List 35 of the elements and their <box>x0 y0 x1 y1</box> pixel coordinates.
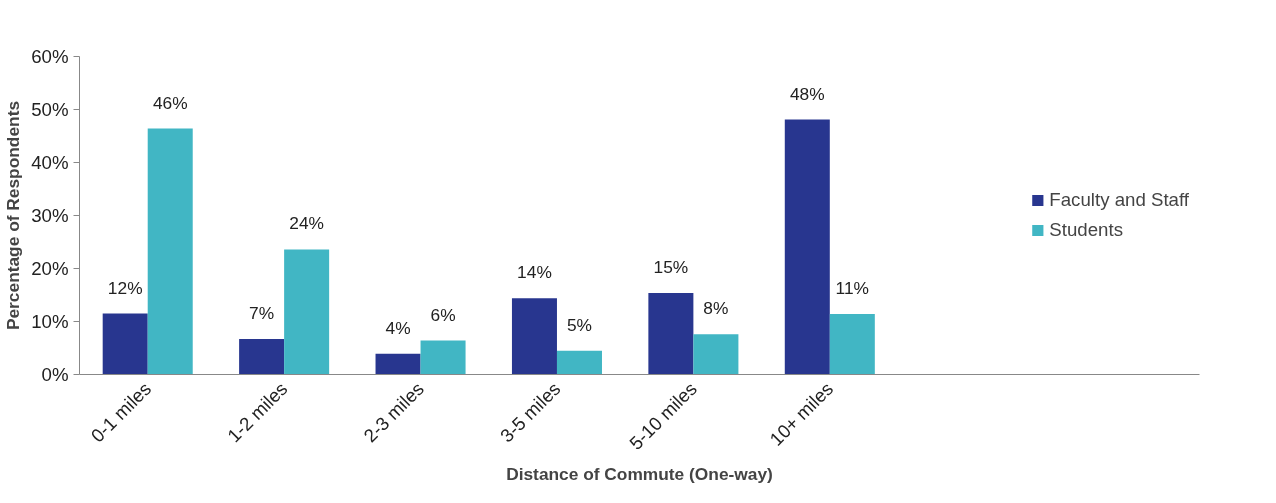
bar <box>239 338 285 375</box>
data-label: 12% <box>107 277 143 298</box>
data-label: 8% <box>703 298 729 319</box>
y-axis-title: Percentage of Respondents <box>3 100 24 331</box>
x-axis-title: Distance of Commute (One-way) <box>506 464 773 485</box>
y-tick-label: 0% <box>41 364 69 385</box>
data-label: 11% <box>835 278 870 299</box>
legend-label: Students <box>1049 219 1123 241</box>
bar <box>648 292 694 375</box>
y-tick-label: 30% <box>31 205 69 226</box>
legend-label: Faculty and Staff <box>1049 189 1189 211</box>
bar <box>693 334 739 375</box>
bar <box>375 353 421 375</box>
y-tick-label: 40% <box>31 152 69 173</box>
data-label: 15% <box>653 256 689 277</box>
data-label: 48% <box>789 83 825 104</box>
data-label: 14% <box>517 262 552 283</box>
y-tick-label: 20% <box>31 258 69 279</box>
data-label: 24% <box>289 213 324 234</box>
bar <box>511 298 557 375</box>
data-label: 7% <box>249 302 275 323</box>
data-label: 6% <box>430 304 456 325</box>
bar <box>784 119 830 375</box>
data-label: 4% <box>385 317 411 338</box>
bar <box>420 340 466 375</box>
bar <box>556 350 602 375</box>
bar <box>147 128 193 375</box>
bar <box>284 249 330 375</box>
data-label: 5% <box>566 314 592 335</box>
data-label: 46% <box>152 92 188 113</box>
y-tick-label: 50% <box>31 99 69 120</box>
bar <box>102 313 148 375</box>
y-tick-label: 10% <box>31 311 69 332</box>
y-tick-label: 60% <box>31 46 69 67</box>
bar <box>829 314 875 375</box>
